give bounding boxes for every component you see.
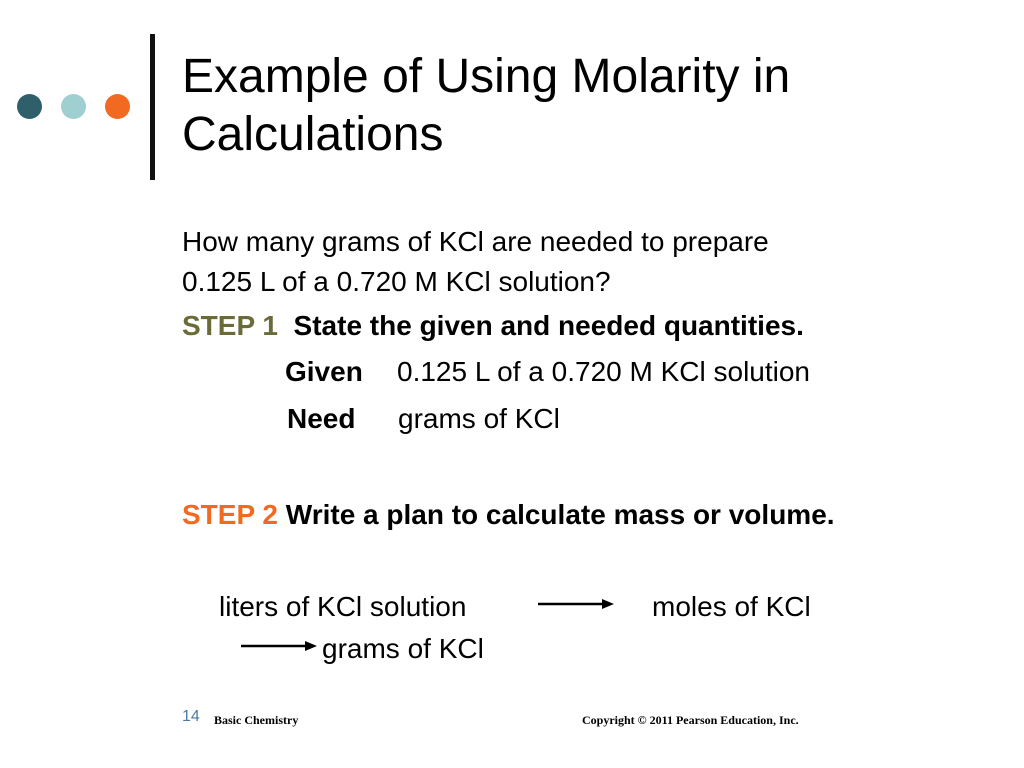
slide-title-line2: Calculations <box>182 108 444 161</box>
decorative-dot-light <box>61 94 86 119</box>
right-arrow-icon <box>241 641 317 651</box>
page-number: 14 <box>182 708 200 725</box>
plan-from: liters of KCl solution <box>219 591 467 622</box>
step2-label: STEP 2 <box>182 499 278 530</box>
title-divider <box>150 34 155 180</box>
step2-text: Write a plan to calculate mass or volume… <box>285 499 835 530</box>
given-label: Given <box>285 356 363 387</box>
slide-title-line1: Example of Using Molarity in <box>182 50 791 103</box>
need-label: Need <box>287 403 356 434</box>
question-line2: 0.125 L of a 0.720 M KCl solution? <box>182 266 611 297</box>
question-text: How many grams of KCl are needed to prep… <box>182 222 769 302</box>
need-value: grams of KCl <box>398 403 560 434</box>
decorative-dot-dark <box>17 94 42 119</box>
footer-copyright: Copyright © 2011 Pearson Education, Inc. <box>582 713 799 727</box>
plan-mid: moles of KCl <box>652 591 811 622</box>
decorative-dot-orange <box>105 94 130 119</box>
right-arrow-icon <box>538 599 614 609</box>
step1-heading: STEP 1 State the given and needed quanti… <box>182 306 804 346</box>
given-value: 0.125 L of a 0.720 M KCl solution <box>397 356 810 387</box>
slide-title: Example of Using Molarity in Calculation… <box>182 48 790 164</box>
footer-book-title: Basic Chemistry <box>214 713 299 727</box>
step1-text: State the given and needed quantities. <box>293 310 804 341</box>
question-line1: How many grams of KCl are needed to prep… <box>182 226 769 257</box>
plan-to: grams of KCl <box>322 633 484 664</box>
step1-label: STEP 1 <box>182 310 278 341</box>
step2-heading: STEP 2 Write a plan to calculate mass or… <box>182 496 882 534</box>
